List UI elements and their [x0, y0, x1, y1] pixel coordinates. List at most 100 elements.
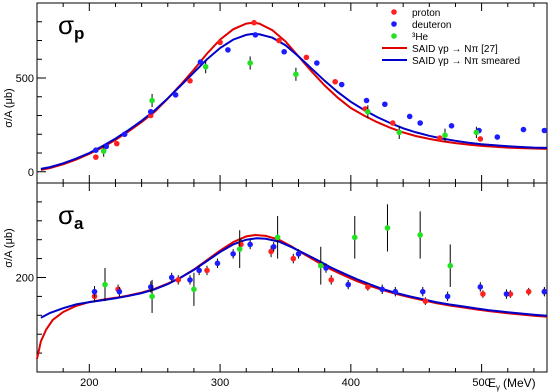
- panel-proton-label-sub: p: [74, 24, 84, 43]
- panel-proton-label: σp: [58, 10, 84, 43]
- absorption-panel-point-proton: [480, 291, 486, 297]
- x-tick-label: 300: [211, 377, 229, 389]
- absorption-panel-point-proton: [175, 277, 182, 283]
- absorption-panel-point-he3: [384, 225, 391, 231]
- proton-panel-point-proton: [303, 54, 310, 61]
- absorption-panel-point-deuteron: [168, 274, 175, 281]
- x-tick-label: 200: [80, 377, 98, 389]
- absorption-panel-point-deuteron: [477, 284, 484, 290]
- absorption-panel-point-deuteron: [295, 251, 302, 257]
- panel-absorption-label-sub: a: [74, 214, 84, 233]
- absorption-panel-point-proton: [525, 288, 532, 295]
- proton-panel-y-tick-label: 500: [16, 73, 34, 85]
- proton-panel-point-he3: [473, 129, 480, 136]
- panel-proton-ticks: 0 500: [16, 2, 535, 183]
- panel-absorption: 200 200 300 400 500 σa σ/A (μb) Eγ (MeV): [3, 182, 548, 392]
- absorption-panel-point-deuteron: [116, 288, 123, 295]
- absorption-panel-point-he3: [447, 262, 454, 269]
- proton-panel-point-proton: [251, 19, 257, 26]
- absorption-panel-point-deuteron: [444, 293, 451, 300]
- absorption-panel-point-deuteron: [270, 243, 277, 250]
- panel-absorption-points: [91, 204, 548, 313]
- proton-panel-point-he3: [442, 132, 448, 138]
- proton-panel-point-deuteron: [406, 113, 413, 120]
- absorption-panel-point-proton: [507, 291, 514, 297]
- proton-panel-point-proton: [332, 78, 338, 85]
- absorption-panel-point-he3: [149, 293, 155, 300]
- absorption-panel-curve-said_smeared: [40, 237, 548, 319]
- absorption-panel-point-deuteron: [419, 288, 426, 295]
- proton-panel-point-deuteron: [541, 127, 548, 134]
- proton-panel-point-he3: [247, 60, 253, 66]
- absorption-panel-point-deuteron: [187, 277, 193, 283]
- absorption-panel-point-proton: [365, 284, 371, 290]
- absorption-panel-point-deuteron: [196, 267, 202, 274]
- absorption-panel-point-deuteron: [503, 291, 510, 297]
- absorption-panel-point-he3: [274, 234, 281, 241]
- proton-panel-point-proton: [276, 37, 282, 44]
- absorption-panel-point-deuteron: [392, 288, 399, 295]
- legend-marker-he3: [391, 33, 397, 39]
- panel-absorption-curves: [36, 233, 548, 360]
- proton-panel-point-deuteron: [197, 59, 204, 65]
- proton-panel-point-deuteron: [225, 47, 231, 53]
- proton-panel-point-proton: [436, 135, 443, 141]
- panel-absorption-frame: [36, 182, 548, 373]
- absorption-panel-point-deuteron: [323, 265, 329, 271]
- legend-label-said: SAID γp → Nπ [27]: [412, 44, 498, 55]
- proton-panel-point-proton: [93, 154, 99, 160]
- proton-panel-point-he3: [293, 71, 299, 78]
- absorption-panel-point-proton: [238, 241, 244, 248]
- absorption-panel-point-he3: [417, 232, 423, 238]
- absorption-panel-point-he3: [317, 262, 324, 269]
- absorption-panel-point-deuteron: [230, 251, 236, 257]
- proton-panel-point-deuteron: [103, 143, 110, 150]
- panel-absorption-label-symbol: σ: [58, 200, 74, 230]
- legend-label-said_smeared: SAID γp → Nπ smeared: [412, 56, 520, 67]
- panel-proton-frame: [36, 2, 548, 184]
- proton-panel-point-deuteron: [417, 120, 423, 126]
- panel-absorption-ylabel: σ/A (μb): [3, 228, 15, 267]
- proton-panel-point-deuteron: [172, 92, 179, 98]
- absorption-panel-y-tick-label: 200: [16, 273, 34, 285]
- proton-panel-point-deuteron: [338, 81, 345, 88]
- absorption-panel-point-he3: [191, 286, 197, 293]
- proton-panel-point-he3: [396, 129, 403, 136]
- proton-panel-point-deuteron: [281, 48, 287, 55]
- legend-marker-proton: [391, 9, 397, 15]
- proton-panel-point-proton: [477, 136, 484, 142]
- proton-panel-y-tick-label: 0: [28, 167, 34, 179]
- proton-panel-point-he3: [365, 108, 371, 115]
- proton-panel-point-deuteron: [93, 147, 99, 153]
- legend-marker-deuteron: [391, 21, 397, 27]
- absorption-panel-point-deuteron: [214, 260, 221, 267]
- proton-panel-point-he3: [100, 148, 107, 154]
- proton-panel-point-deuteron: [252, 32, 259, 38]
- absorption-panel-point-he3: [351, 234, 358, 241]
- proton-panel-point-he3: [149, 97, 155, 104]
- panel-proton-points: [93, 19, 548, 160]
- legend-label-he3: ³He: [412, 32, 429, 43]
- panel-proton-label-symbol: σ: [58, 10, 74, 40]
- proton-panel-point-proton: [389, 120, 396, 126]
- absorption-panel-point-deuteron: [91, 288, 98, 295]
- x-tick-label: 400: [342, 377, 360, 389]
- absorption-panel-point-he3: [102, 281, 108, 288]
- absorption-panel-point-proton: [268, 248, 274, 255]
- proton-panel-point-deuteron: [121, 131, 128, 138]
- x-axis-label-unit: (MeV): [503, 376, 536, 390]
- panel-absorption-label: σa: [58, 200, 84, 233]
- proton-panel-point-proton: [217, 39, 223, 46]
- x-axis-label-sub: γ: [496, 383, 500, 392]
- proton-panel-point-deuteron: [382, 101, 388, 108]
- proton-panel-point-proton: [113, 140, 120, 147]
- proton-panel-point-proton: [187, 78, 193, 84]
- absorption-panel-point-deuteron: [147, 284, 154, 290]
- absorption-panel-point-proton: [328, 277, 335, 283]
- absorption-panel-point-deuteron: [379, 286, 386, 293]
- absorption-panel-curve-said: [36, 233, 548, 360]
- absorption-panel-point-deuteron: [345, 281, 352, 288]
- x-axis-label: Eγ (MeV): [488, 376, 536, 392]
